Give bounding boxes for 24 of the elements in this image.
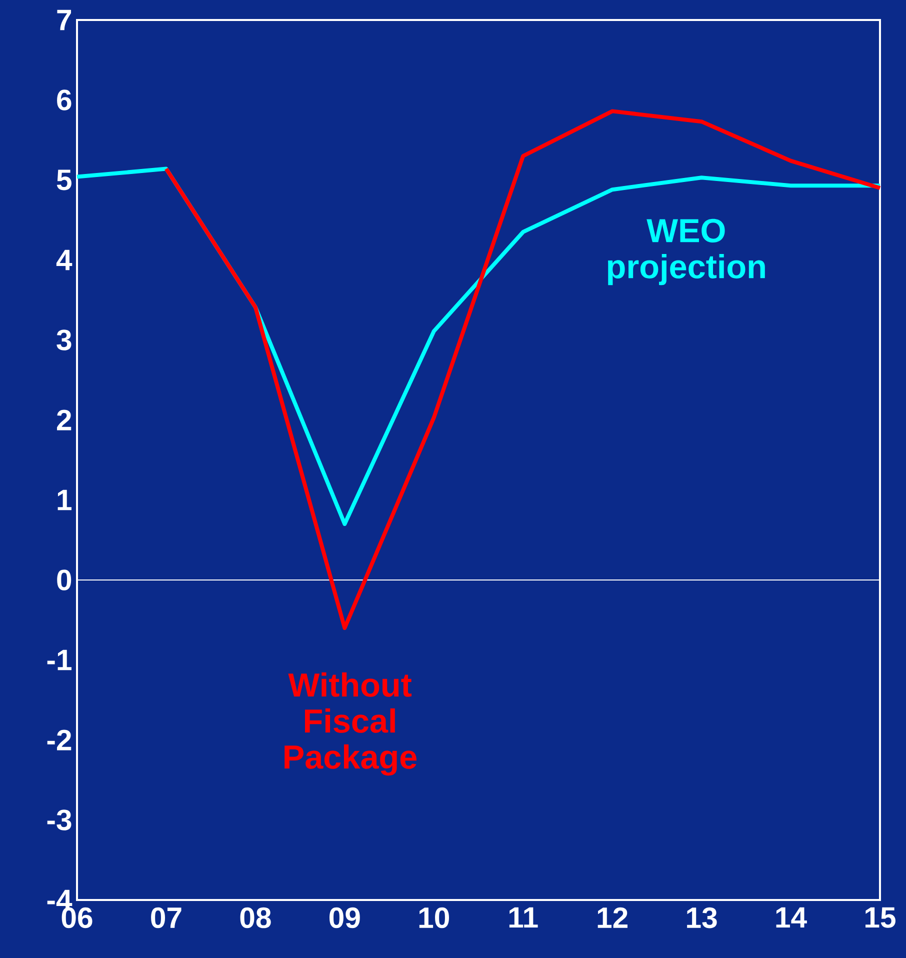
x-tick-label: 06	[62, 907, 92, 928]
y-tick-label: 5	[56, 170, 72, 190]
x-tick-label: 07	[151, 907, 182, 928]
x-tick-label: 11	[509, 907, 538, 928]
y-tick-label: -1	[47, 650, 72, 670]
y-tick-label: 0	[57, 570, 72, 590]
x-tick-label: 13	[687, 907, 717, 928]
x-tick-label: 09	[330, 907, 360, 928]
x-tick-label: 15	[866, 907, 896, 928]
y-tick-label: 7	[57, 10, 72, 30]
y-tick-label: -3	[47, 810, 72, 830]
line-series	[164, 109, 882, 630]
series-label: WEO projection	[608, 218, 765, 286]
text: Without Fiscal Package	[284, 672, 417, 776]
x-tick-label: 12	[598, 907, 628, 928]
y-tick-label: -2	[47, 730, 72, 750]
y-tick-label: 1	[58, 490, 72, 510]
y-tick-label: 4	[56, 250, 72, 270]
x-tick-label: 08	[240, 907, 271, 928]
x-tick-label: 14	[776, 907, 807, 928]
y-tick-label: 3	[56, 330, 72, 350]
y-tick-label: 6	[57, 90, 72, 110]
y-tick-label: 2	[57, 410, 72, 430]
x-tick-label: 10	[419, 907, 449, 928]
